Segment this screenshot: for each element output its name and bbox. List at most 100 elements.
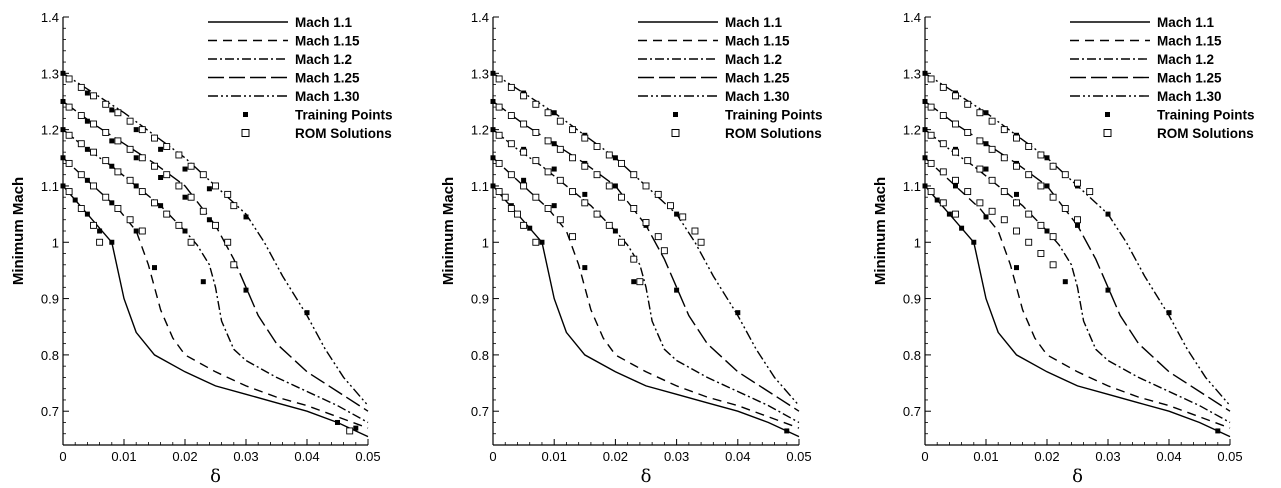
series-line-mach-1-1 [492, 185, 800, 438]
rom-solution-point [77, 171, 85, 179]
series-line-mach-1-2 [492, 129, 800, 424]
training-point [152, 265, 157, 271]
rom-solution-point [593, 143, 601, 150]
rom-solution-point [138, 154, 146, 162]
x-tick-label: 0.02 [1034, 449, 1059, 464]
rom-solution-point [90, 92, 97, 100]
training-point [60, 127, 66, 133]
rom-solution-point [138, 227, 146, 235]
y-tick-label: 1.3 [471, 66, 489, 81]
rom-solution-point [569, 126, 577, 134]
series-line-mach-1-30 [62, 72, 369, 407]
legend-label: Mach 1.15 [295, 34, 360, 49]
legend-label: Mach 1.15 [725, 34, 790, 49]
training-point [158, 146, 164, 152]
rom-solution-point [175, 221, 183, 229]
rom-solution-point [952, 148, 959, 156]
rom-solution-point [1000, 126, 1008, 134]
training-point [109, 239, 115, 245]
training-point [922, 70, 928, 76]
training-point [983, 110, 989, 116]
legend-label: Mach 1.2 [725, 52, 782, 67]
training-point [971, 239, 977, 245]
rom-solution-point [102, 193, 110, 201]
series-line-mach-1-15 [924, 157, 1231, 429]
y-axis-title: Minimum Mach [440, 177, 457, 285]
rom-solution-point [976, 109, 984, 117]
training-point [84, 211, 90, 217]
series-line-mach-1-15 [62, 157, 369, 429]
rom-solution-point [927, 131, 935, 139]
rom-solution-point [520, 92, 528, 100]
rom-solution-point [544, 137, 552, 145]
legend-rom-marker [1103, 129, 1112, 137]
training-point [1014, 191, 1019, 197]
x-tick-label: 0.03 [1095, 449, 1120, 464]
training-point [922, 183, 928, 189]
legend-training-marker [243, 112, 248, 117]
rom-solution-point [605, 151, 613, 159]
series-line-mach-1-1 [924, 185, 1231, 438]
y-tick-label: 0.9 [903, 292, 921, 307]
rom-solution-point [654, 190, 662, 198]
training-point [84, 90, 90, 96]
training-point [612, 155, 618, 161]
training-point [84, 177, 90, 183]
rom-solution-point [581, 162, 589, 170]
training-point [182, 194, 188, 200]
training-point [60, 183, 66, 189]
rom-solution-point [163, 171, 171, 179]
rom-solution-point [495, 188, 503, 196]
legend-label: ROM Solutions [725, 126, 822, 141]
y-tick-label: 1.2 [903, 123, 921, 138]
training-point [674, 211, 680, 217]
y-tick-label: 1.4 [471, 10, 489, 25]
rom-solution-point [988, 207, 996, 215]
training-point [1166, 310, 1172, 316]
y-tick-label: 1.4 [903, 10, 921, 25]
rom-solution-point [126, 176, 134, 184]
training-point [182, 228, 188, 234]
rom-solution-point [544, 205, 552, 212]
training-point [84, 146, 90, 152]
rom-solution-point [65, 159, 73, 167]
training-point [922, 98, 928, 104]
rom-solution-point [114, 109, 122, 117]
rom-solution-point [939, 83, 947, 91]
rom-solution-point [1013, 199, 1020, 207]
rom-solution-point [1074, 216, 1081, 224]
rom-solution-point [520, 182, 528, 190]
series-line-mach-1-25 [924, 100, 1231, 412]
rom-solution-point [175, 182, 183, 190]
training-point [1044, 155, 1050, 161]
rom-solution-point [939, 199, 947, 207]
rom-solution-point [964, 188, 972, 196]
x-tick-label: 0.05 [1217, 449, 1242, 464]
rom-solution-point [1000, 154, 1008, 162]
rom-solution-point [569, 188, 577, 196]
y-tick-label: 1.3 [41, 66, 59, 81]
training-point [206, 217, 212, 223]
legend-label: Mach 1.1 [725, 15, 783, 30]
rom-solution-point [230, 202, 238, 210]
training-point [946, 211, 952, 217]
rom-solution-point [187, 193, 195, 201]
rom-solution-point [1013, 162, 1020, 170]
series-line-mach-1-1 [62, 185, 369, 438]
rom-solution-point [569, 154, 577, 162]
y-tick-label: 1.1 [471, 179, 489, 194]
rom-solution-point [1013, 134, 1020, 142]
rom-solution-point [65, 131, 73, 139]
training-point [551, 203, 557, 209]
legend-training-marker [673, 112, 678, 117]
rom-solution-point [1049, 233, 1057, 241]
rom-solution-point [1037, 250, 1045, 257]
rom-solution-point [679, 213, 687, 221]
x-tick-label: 0.01 [111, 449, 136, 464]
training-point [922, 127, 928, 133]
y-tick-label: 1 [482, 235, 489, 250]
rom-solution-point [976, 199, 984, 207]
training-point [490, 127, 496, 133]
y-tick-label: 0.8 [41, 348, 59, 363]
